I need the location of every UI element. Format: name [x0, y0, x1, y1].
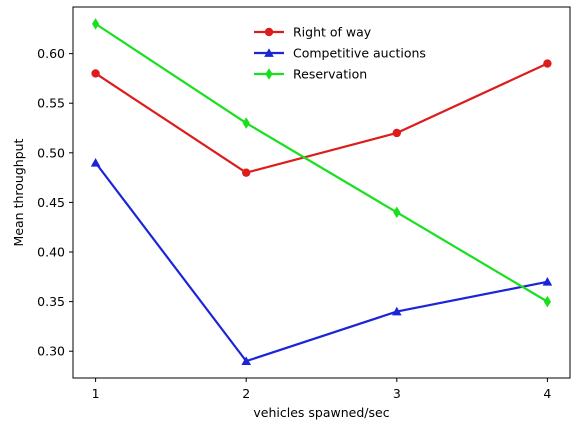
legend-label-2: Reservation [293, 67, 367, 82]
x-tick-label-1: 2 [242, 386, 250, 401]
series-0-point-1 [241, 168, 251, 177]
y-tick-label-2: 0.40 [37, 245, 65, 260]
y-tick-label-6: 0.60 [37, 46, 65, 61]
legend: Right of way Competitive auctions Reservat… [254, 25, 426, 82]
series-line-0 [94, 62, 548, 174]
series-2-point-0 [91, 18, 100, 30]
series-2-point-3 [543, 295, 552, 308]
series-2-point-1 [242, 117, 250, 129]
series-line-2 [94, 22, 548, 303]
y-tick-label-0: 0.30 [37, 344, 65, 359]
legend-marker-1 [264, 48, 274, 57]
series-1-point-1 [241, 356, 251, 365]
plot-area [90, 18, 553, 365]
legend-label-0: Right of way [293, 25, 372, 40]
series-0-point-0 [91, 69, 100, 78]
y-tick-label-1: 0.35 [37, 294, 65, 309]
x-tick-label-2: 3 [393, 386, 401, 401]
series-1-point-0 [90, 157, 101, 167]
series-1-point-2 [392, 306, 402, 316]
legend-marker-2 [265, 68, 273, 80]
series-0-point-2 [392, 128, 402, 138]
axes: 1 2 3 4 0.30 0.35 0.40 0.45 0.50 0.55 0.60 [37, 6, 571, 401]
series-1-point-3 [542, 276, 553, 286]
y-tick-label-3: 0.45 [37, 195, 65, 210]
legend-marker-0 [264, 27, 274, 37]
axes-frame [72, 6, 571, 379]
y-tick-label-4: 0.50 [37, 145, 65, 160]
y-axis-label: Mean throughput [11, 138, 26, 246]
series-0-point-3 [543, 59, 552, 68]
series-line-1 [94, 162, 548, 363]
x-axis-label: vehicles spawned/sec [253, 405, 389, 420]
series-2-point-2 [393, 206, 401, 219]
x-tick-label-3: 4 [543, 386, 551, 401]
legend-label-1: Competitive auctions [293, 46, 426, 61]
y-tick-label-5: 0.55 [37, 96, 65, 111]
x-tick-label-0: 1 [92, 386, 100, 401]
